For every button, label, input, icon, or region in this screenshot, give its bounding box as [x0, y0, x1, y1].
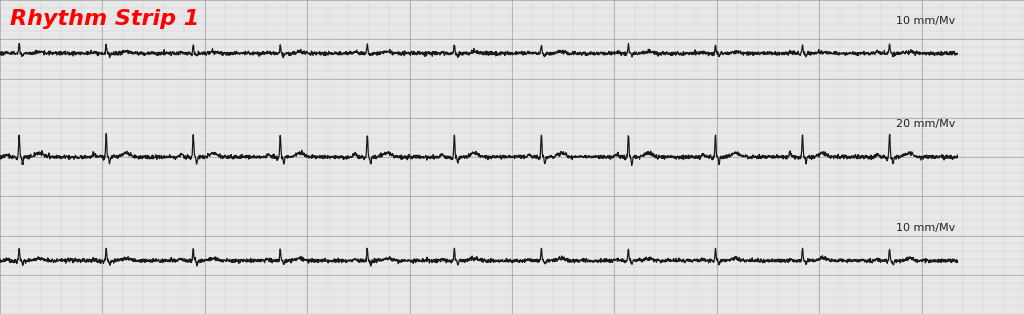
- Text: Rhythm Strip 1: Rhythm Strip 1: [10, 9, 200, 30]
- Text: 10 mm/Mv: 10 mm/Mv: [896, 16, 955, 26]
- Text: 20 mm/Mv: 20 mm/Mv: [896, 119, 955, 129]
- Text: 10 mm/Mv: 10 mm/Mv: [896, 223, 955, 233]
